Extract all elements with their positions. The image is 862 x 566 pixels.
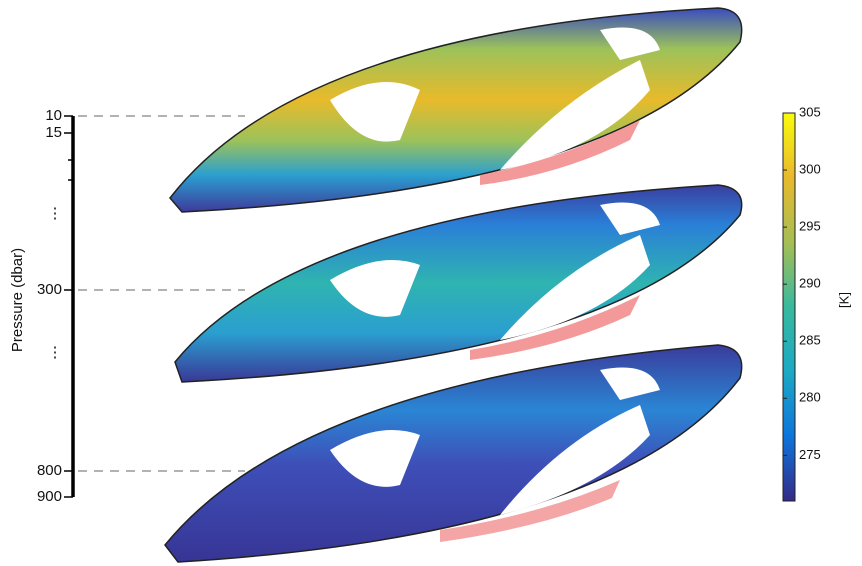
y-tick-label: 300: [37, 281, 62, 298]
colorbar-tick-label: 290: [799, 276, 821, 291]
y-tick-label: 800: [37, 462, 62, 479]
axis-break: ⋮: [48, 205, 63, 222]
colorbar: [783, 113, 795, 501]
colorbar-tick-label: 280: [799, 390, 821, 405]
y-tick-label: 900: [37, 488, 62, 505]
colorbar-tick-label: 275: [799, 447, 821, 462]
colorbar-tick-label: 300: [799, 161, 821, 176]
y-tick-label: 10: [45, 107, 62, 124]
colorbar-label: [K]: [836, 292, 851, 308]
y-tick-label: 15: [45, 124, 62, 141]
map-slice: [170, 8, 742, 212]
y-axis-label: Pressure (dbar): [9, 248, 26, 352]
figure: Pressure (dbar) ⋮ ⋮ [K] 1015 300 800 900 275…: [0, 0, 862, 566]
colorbar-tick-label: 285: [799, 333, 821, 348]
colorbar-tick-label: 295: [799, 219, 821, 234]
axis-break: ⋮: [48, 344, 63, 361]
colorbar-tick-label: 305: [799, 104, 821, 119]
